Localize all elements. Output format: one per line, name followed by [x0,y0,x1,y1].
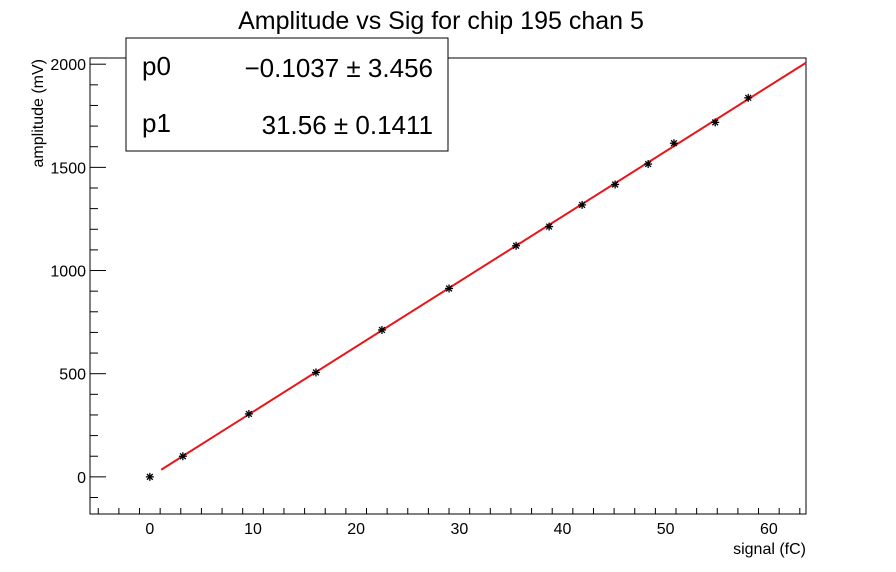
chart-title: Amplitude vs Sig for chip 195 chan 5 [238,7,644,35]
x-axis: 0 10 20 30 40 50 60 [97,508,801,538]
y-axis-title: amplitude (mV) [30,59,47,167]
stats-box-frame [125,37,449,152]
data-point [311,368,320,377]
x-tick-label: 60 [760,521,778,538]
data-point [644,160,653,169]
x-tick-label: 10 [244,521,262,538]
data-point [512,241,521,250]
fit-line [160,61,807,471]
fit-layer [160,61,807,471]
data-point [545,222,554,231]
y-tick-label: 1500 [50,160,86,177]
y-tick-label: 0 [77,470,86,487]
data-point [611,180,620,189]
x-tick-label: 20 [347,521,365,538]
stats-box: p0 −0.1037 ± 3.456 p1 31.56 ± 0.1411 [125,37,449,152]
data-point [669,139,678,148]
data-point [578,200,587,209]
x-axis-title: signal (fC) [733,541,806,558]
data-point [244,409,253,418]
y-tick-label: 2000 [50,57,86,74]
stats-p1-value: 31.56 ± 0.1411 [262,110,433,140]
data-point [744,93,753,102]
y-tick-label: 500 [59,367,86,384]
data-point [445,284,454,293]
y-tick-label: 1000 [50,264,86,281]
stats-p0-value: −0.1037 ± 3.456 [245,53,434,83]
x-tick-label: 0 [145,521,154,538]
data-points [145,93,753,481]
x-tick-label: 50 [657,521,675,538]
data-point [377,325,386,334]
y-axis: 0 500 1000 1500 2000 [50,57,106,498]
x-tick-label: 40 [554,521,572,538]
x-tick-label: 30 [450,521,468,538]
data-point [145,472,154,481]
data-point [711,118,720,127]
stats-p0-name: p0 [142,51,171,81]
stats-p1-name: p1 [142,108,171,138]
data-point [178,452,187,461]
